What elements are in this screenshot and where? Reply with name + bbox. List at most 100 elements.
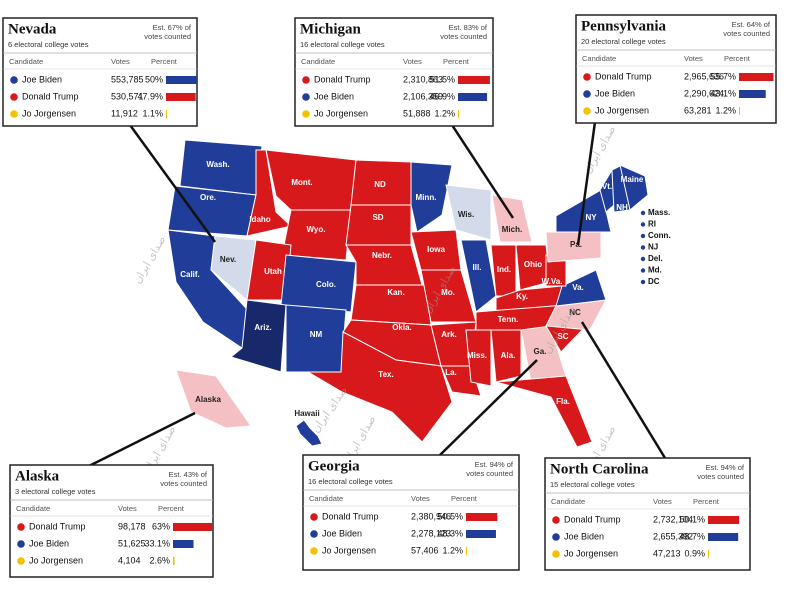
column-header: Percent: [151, 57, 178, 66]
state-label: Idaho: [249, 215, 270, 224]
box-counted: Est. 43% of: [169, 470, 208, 479]
result-box: Alaska 3 electoral college votes Est. 43% …: [9, 464, 214, 578]
candidate-votes: 553,785: [111, 74, 144, 84]
state-label: Ark.: [441, 330, 457, 339]
state-shape: [410, 161, 453, 233]
candidate-percent: 48.7%: [679, 531, 705, 541]
candidate-percent: 2.6%: [149, 555, 170, 565]
candidate-votes: 2,732,104: [653, 514, 693, 524]
state-label: Tenn.: [498, 315, 519, 324]
state-label: NY: [585, 213, 597, 222]
state-label: Ohio: [524, 260, 542, 269]
state-shape: [495, 375, 593, 448]
candidate-dot: [10, 76, 18, 84]
box-state: Georgia: [308, 458, 360, 474]
candidate-votes: 2,290,624: [684, 88, 724, 98]
state-label: Wyo.: [307, 225, 326, 234]
small-state-marker: [640, 245, 646, 250]
column-header: Percent: [443, 57, 470, 66]
state-shape: [295, 419, 323, 447]
state-shape: [306, 331, 453, 443]
candidate-dot: [310, 513, 318, 521]
result-box: Nevada 6 electoral college votes Est. 67% …: [2, 17, 198, 127]
leader-line: [439, 359, 538, 456]
column-header: Votes: [118, 504, 137, 513]
small-state-label: RI: [648, 220, 656, 229]
state-label: Iowa: [427, 245, 445, 254]
state-label: Ore.: [200, 193, 216, 202]
candidate-percent: 50.5%: [437, 511, 463, 521]
box-electoral: 20 electoral college votes: [581, 37, 666, 46]
state-label: Ariz.: [254, 323, 271, 332]
candidate-votes: 51,888: [403, 108, 431, 118]
box-state: North Carolina: [550, 461, 649, 477]
candidate-votes: 2,310,863: [403, 74, 443, 84]
candidate-name: Donald Trump: [595, 71, 652, 81]
leader-lines: [84, 121, 667, 470]
percent-bar: [466, 547, 467, 555]
state-label: Hawaii: [294, 409, 319, 418]
leader-line: [128, 124, 217, 243]
small-state-marker: [640, 210, 646, 216]
box-state: Nevada: [8, 21, 57, 37]
candidate-votes: 63,281: [684, 105, 712, 115]
state-label: Ga.: [534, 347, 547, 356]
column-header: Candidate: [9, 57, 43, 66]
box-frame: [575, 14, 777, 124]
small-state-label: Del.: [648, 254, 663, 263]
candidate-name: Jo Jorgensen: [22, 108, 76, 118]
percent-bar: [466, 513, 498, 521]
box-electoral: 15 electoral college votes: [550, 480, 635, 489]
state-label: ND: [374, 180, 386, 189]
candidate-votes: 57,406: [411, 545, 439, 555]
box-frame: [544, 457, 751, 571]
candidate-name: Joe Biden: [595, 88, 635, 98]
percent-bar: [708, 550, 709, 558]
percent-bar: [739, 90, 766, 98]
candidate-percent: 1.1%: [142, 108, 163, 118]
column-header: Votes: [684, 54, 703, 63]
small-state-label: NJ: [648, 243, 658, 252]
state-label: NH: [616, 203, 628, 212]
state-label: SD: [372, 213, 383, 222]
candidate-votes: 2,278,123: [411, 528, 451, 538]
candidate-votes: 2,380,946: [411, 511, 451, 521]
column-header: Percent: [693, 497, 720, 506]
state-shape: [555, 269, 607, 307]
box-counted: votes counted: [723, 29, 770, 38]
candidate-dot: [302, 76, 310, 84]
percent-bar: [173, 540, 194, 548]
small-state-label: DC: [648, 277, 660, 286]
state-label: Kan.: [387, 288, 404, 297]
state-label: Pa.: [570, 240, 582, 249]
candidate-votes: 51,625: [118, 538, 146, 548]
column-header: Candidate: [301, 57, 335, 66]
percent-bar: [739, 107, 740, 115]
candidate-dot: [302, 93, 310, 101]
column-header: Candidate: [582, 54, 616, 63]
box-counted: votes counted: [466, 469, 513, 478]
percent-bar: [166, 110, 167, 118]
candidate-dot: [310, 530, 318, 538]
state-label: Nebr.: [372, 251, 392, 260]
state-label: Ill.: [473, 263, 482, 272]
candidate-percent: 47.9%: [137, 91, 163, 101]
small-state-label: Conn.: [648, 231, 671, 240]
column-header: Candidate: [309, 494, 343, 503]
candidate-name: Joe Biden: [564, 531, 604, 541]
state-shape: [281, 209, 352, 261]
state-label: Alaska: [195, 395, 221, 404]
box-state: Alaska: [15, 468, 60, 484]
candidate-votes: 47,213: [653, 548, 681, 558]
result-box: Pennsylvania 20 electoral college votes Es…: [575, 14, 777, 124]
state-label: Ala.: [501, 351, 516, 360]
state-label: Mo.: [441, 288, 455, 297]
column-header: Candidate: [16, 504, 50, 513]
state-label: Ky.: [516, 292, 528, 301]
candidate-dot: [552, 550, 560, 558]
box-counted: Est. 83% of: [449, 23, 488, 32]
column-header: Votes: [403, 57, 422, 66]
candidate-percent: 33.1%: [144, 538, 170, 548]
box-frame: [2, 17, 198, 127]
